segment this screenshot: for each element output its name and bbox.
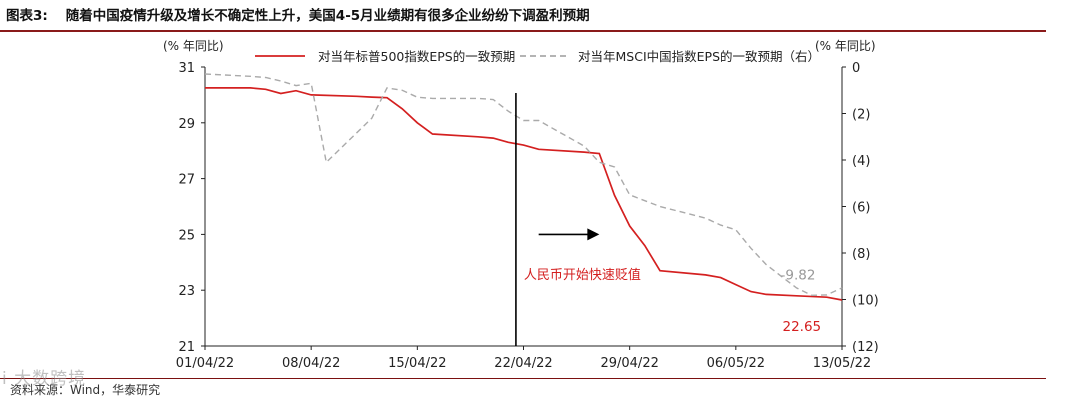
legend-label-msci-china: 对当年MSCI中国指数EPS的一致预期（右） [578, 49, 820, 64]
chart: (% 年同比) (% 年同比) 对当年标普500指数EPS的一致预期 对当年MSC… [163, 39, 879, 371]
figure-title-text: 随着中国疫情升级及增长不确定性上升，美国4-5月业绩期有很多企业纷纷下调盈利预期 [65, 8, 590, 24]
source-note: 资料来源：Wind，华泰研究 [10, 383, 161, 397]
bottom-rule [0, 378, 1046, 379]
x-tick-label: 06/05/22 [707, 356, 765, 371]
right-tick-label: (4) [852, 154, 870, 169]
left-tick-label: 31 [178, 61, 195, 76]
axes: 21 23 25 27 29 31 0 (2) (4) (6) (8) (10) (12) 01/04/2… [176, 61, 879, 371]
series-layer [204, 73, 843, 301]
data-label-sp500-last: 22.65 [783, 319, 822, 335]
left-tick-label: 27 [178, 173, 195, 188]
title-rule [0, 30, 1046, 32]
left-tick-label: 23 [178, 284, 195, 299]
annotation-arrow-head [587, 228, 600, 241]
legend: 对当年标普500指数EPS的一致预期 对当年MSCI中国指数EPS的一致预期（右） [255, 49, 820, 64]
left-axis-unit: (% 年同比) [163, 39, 224, 53]
left-tick-label: 29 [178, 117, 195, 132]
right-tick-label: (8) [852, 247, 870, 262]
right-tick-label: (10) [852, 294, 879, 309]
annotations: 人民币开始快速贬值 22.65 -9.82 [515, 93, 822, 346]
figure-title: 图表3: 随着中国疫情升级及增长不确定性上升，美国4-5月业绩期有很多企业纷纷下调… [6, 4, 590, 24]
x-tick-label: 08/04/22 [282, 356, 340, 371]
series-line-sp500 [205, 87, 843, 301]
left-tick-label: 25 [178, 228, 195, 243]
legend-label-sp500: 对当年标普500指数EPS的一致预期 [318, 49, 515, 64]
figure-label: 图表3: [6, 8, 48, 24]
right-axis-unit: (% 年同比) [815, 39, 876, 53]
x-tick-label: 15/04/22 [388, 356, 446, 371]
x-tick-label: 13/05/22 [813, 356, 871, 371]
right-tick-label: (12) [852, 340, 879, 355]
annotation-text: 人民币开始快速贬值 [524, 267, 641, 283]
data-label-msci-last: -9.82 [781, 267, 816, 283]
right-tick-label: 0 [852, 61, 860, 76]
x-tick-label: 22/04/22 [494, 356, 552, 371]
x-tick-label: 29/04/22 [600, 356, 658, 371]
right-tick-label: (2) [852, 108, 870, 123]
watermark: i 大数跨境 [2, 369, 87, 389]
right-tick-label: (6) [852, 201, 870, 216]
series-line-msci-china [204, 73, 843, 297]
left-tick-label: 21 [178, 340, 195, 355]
x-tick-label: 01/04/22 [176, 356, 234, 371]
